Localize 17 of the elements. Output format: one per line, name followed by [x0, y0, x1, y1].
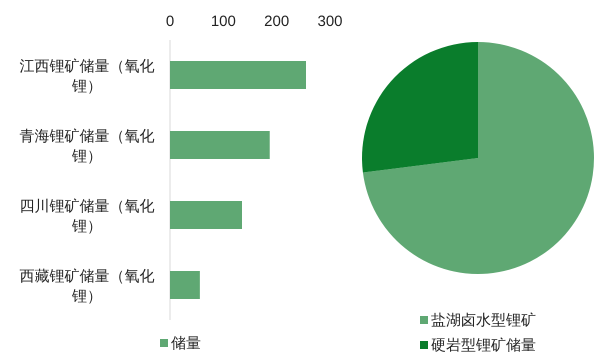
- bar: [170, 131, 270, 159]
- y-tick-label: 四川锂矿储量（氧化锂）: [20, 198, 154, 235]
- legend-label: 储量: [171, 335, 201, 352]
- bar: [170, 201, 242, 229]
- y-tick-label: 西藏锂矿储量（氧化锂）: [20, 268, 154, 305]
- y-tick-label: 青海锂矿储量（氧化锂）: [20, 128, 154, 165]
- pie-slice: [362, 42, 478, 173]
- pie-slice: [362, 42, 594, 274]
- legend-label: 盐湖卤水型锂矿: [431, 312, 536, 329]
- bar: [170, 61, 306, 89]
- legend-label: 硬岩型锂矿储量: [431, 337, 536, 354]
- y-tick-label: 江西锂矿储量（氧化锂）: [20, 58, 154, 95]
- x-tick-label: 0: [166, 13, 174, 30]
- x-tick-label: 300: [317, 13, 343, 30]
- x-tick-label: 200: [264, 13, 290, 30]
- bar: [170, 271, 200, 299]
- x-tick-label: 100: [210, 13, 236, 30]
